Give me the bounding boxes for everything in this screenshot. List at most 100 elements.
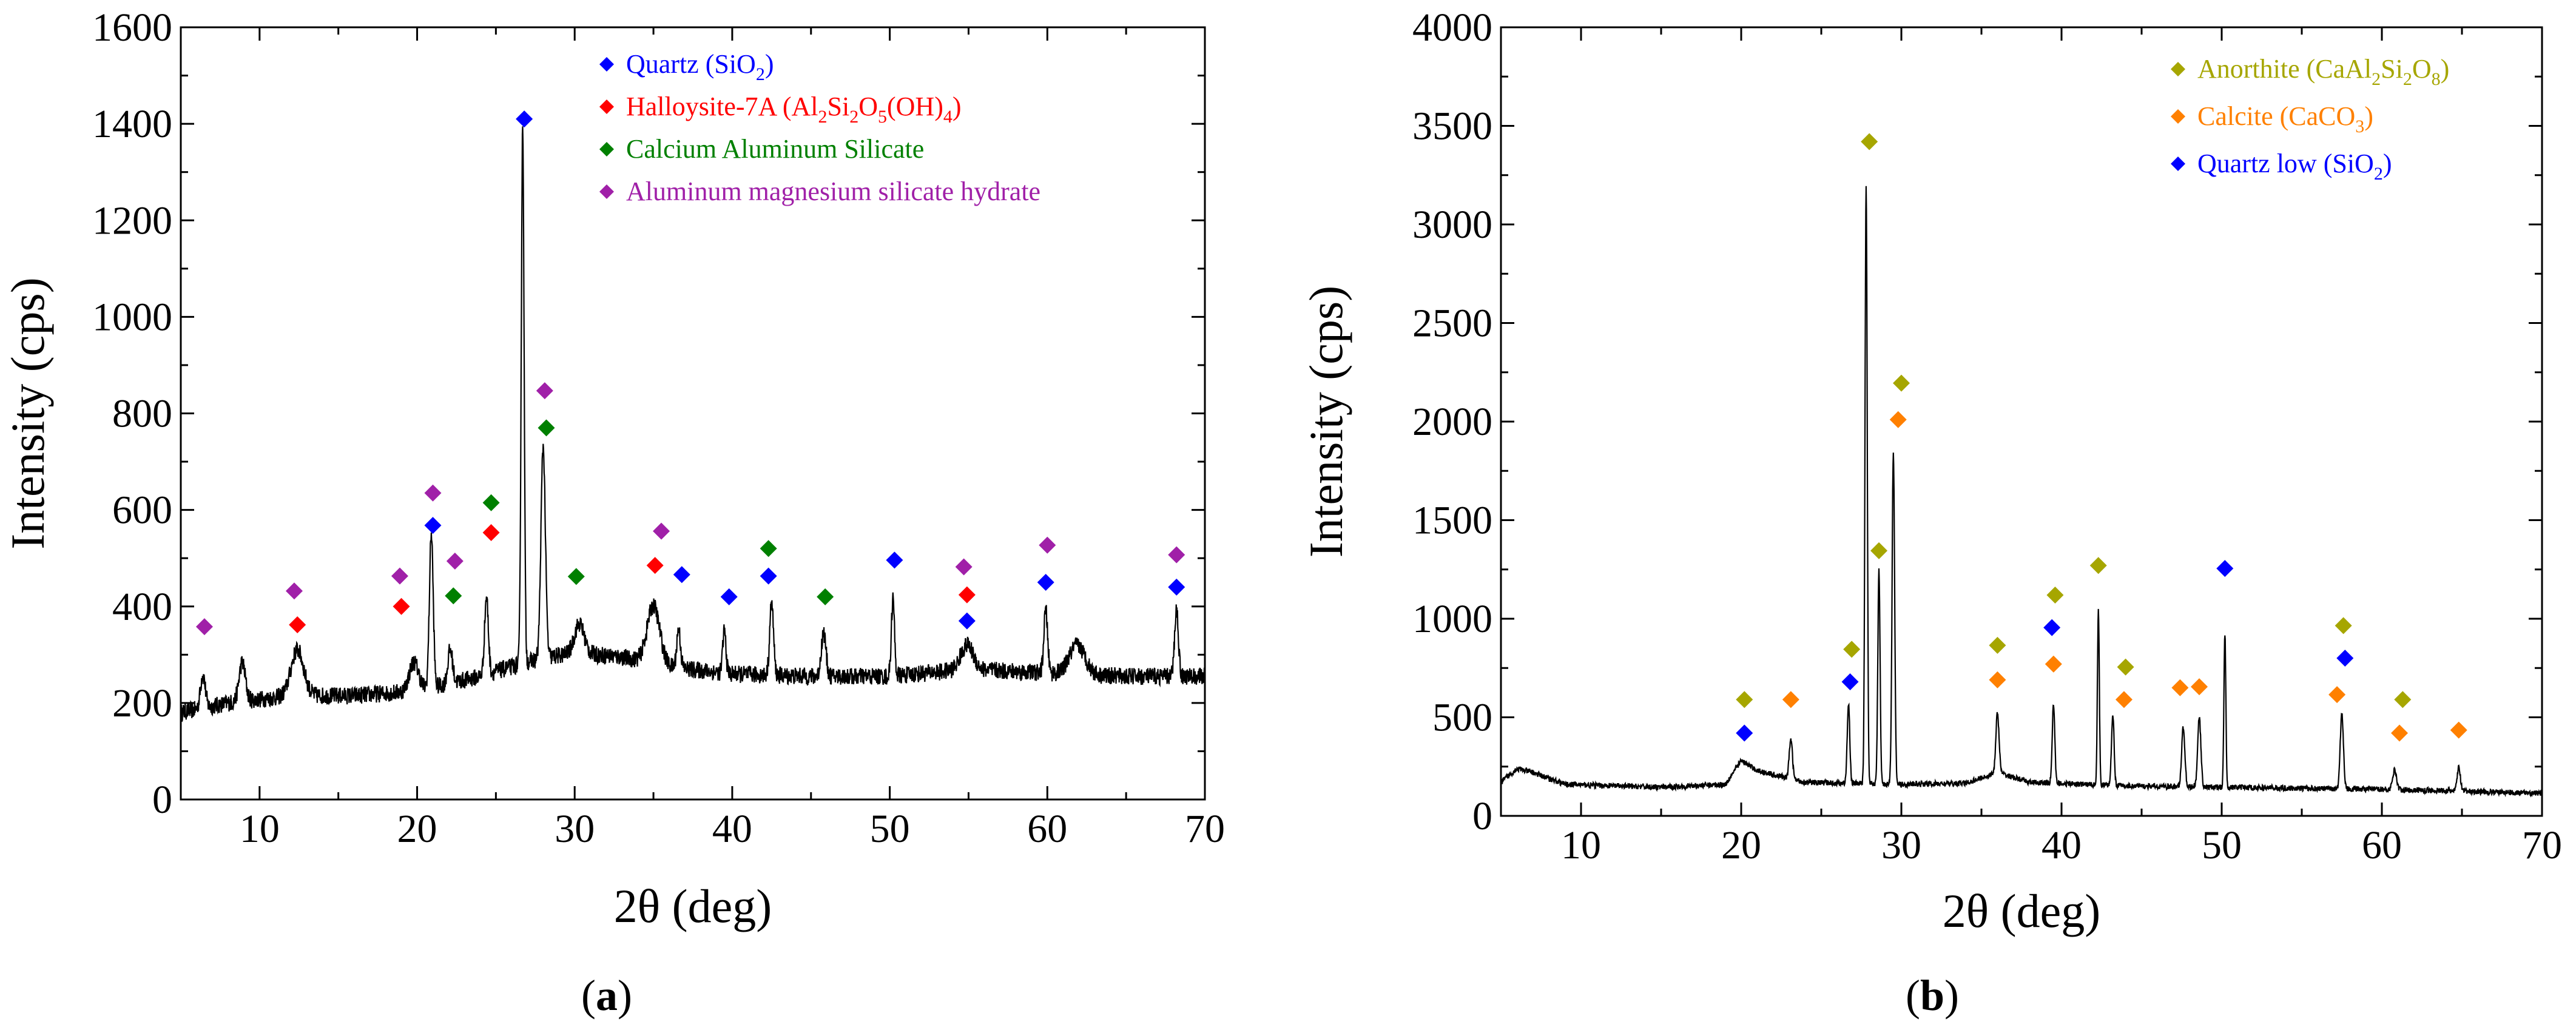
y-tick-label: 0	[152, 778, 172, 822]
legend-text-part: O	[858, 92, 878, 121]
y-axis-title: Intensity (cps)	[1, 277, 54, 549]
caption-paren: )	[1944, 971, 1959, 1020]
legend-subscript: 2	[849, 107, 858, 127]
x-tick-label: 70	[1185, 807, 1225, 851]
legend-marker	[599, 57, 614, 72]
legend-text-part: )	[765, 49, 774, 79]
phase-marker-aluminum-magnesium-silicate-hydrate	[446, 552, 464, 570]
x-tick-label: 60	[2362, 823, 2402, 867]
phase-marker-calcium-aluminum-silicate	[760, 540, 777, 557]
legend-marker	[2171, 62, 2185, 76]
caption-paren: )	[618, 971, 632, 1020]
phase-marker-calcite	[2115, 691, 2133, 709]
x-tick-label: 40	[2042, 823, 2082, 867]
panel-caption: (a)	[581, 971, 632, 1020]
phase-marker-calcite	[2191, 678, 2208, 696]
y-tick-label: 2500	[1412, 301, 1492, 346]
phase-marker-aluminum-magnesium-silicate-hydrate	[536, 382, 553, 400]
y-tick-label: 1400	[92, 102, 172, 146]
legend-entry: Anorthite (CaAl2Si2O8)	[2197, 54, 2449, 89]
x-tick-label: 10	[240, 807, 280, 851]
phase-marker-quartz	[760, 567, 777, 585]
legend-marker	[599, 99, 614, 114]
phase-marker-aluminum-magnesium-silicate-hydrate	[195, 618, 213, 636]
phase-marker-calcite	[1782, 691, 1799, 709]
x-tick-label: 20	[397, 807, 437, 851]
phase-marker-quartz	[886, 551, 903, 569]
y-tick-label: 600	[112, 488, 172, 533]
legend-subscript: 5	[878, 107, 887, 127]
phase-marker-aluminum-magnesium-silicate-hydrate	[653, 522, 670, 540]
legend-marker	[599, 142, 614, 157]
x-axis-title: 2θ (deg)	[614, 880, 772, 932]
caption-paren: (	[1906, 971, 1920, 1020]
diffraction-trace	[180, 126, 1205, 722]
legend-subscript: 2	[818, 107, 828, 127]
phase-marker-anorthite	[2046, 587, 2064, 604]
chart-panel-a: 10 20 30 40 50 60 70 0 200 400 600 800 1000 1200 1400 1…	[1, 5, 1225, 1020]
y-tick-label: 400	[112, 585, 172, 629]
phase-marker-calcium-aluminum-silicate	[482, 494, 500, 511]
legend-text-part: Halloysite-7A (Al	[626, 92, 818, 121]
phase-marker-anorthite	[1893, 374, 1910, 392]
phase-marker-anorthite	[2117, 658, 2134, 676]
panel-caption: (b)	[1906, 971, 1959, 1020]
chart-panel-b: 10 20 30 40 50 60 70 0 500 1000 1500 2000 2500 3000 35…	[1300, 5, 2562, 1020]
phase-marker-calcite	[1889, 411, 1907, 428]
y-tick-label: 2000	[1412, 400, 1492, 444]
caption-letter: b	[1920, 971, 1944, 1020]
x-tick-label: 30	[1881, 823, 1921, 867]
y-tick-label: 4000	[1412, 5, 1492, 50]
legend-text-part: Calcite (CaCO	[2197, 101, 2355, 131]
phase-marker-quartz-low	[1736, 724, 1753, 742]
legend-text-part: Anorthite (CaAl	[2197, 54, 2372, 84]
phase-marker-quartz	[1168, 578, 1185, 596]
legend-subscript: 4	[943, 107, 953, 127]
y-tick-label: 800	[112, 392, 172, 436]
phase-marker-anorthite	[1861, 133, 1878, 150]
legend-text-part: Si	[828, 92, 850, 121]
legend-subscript: 2	[2403, 69, 2412, 89]
y-tick-label: 0	[1472, 794, 1492, 838]
legend-entry: Calcite (CaCO3)	[2197, 101, 2373, 136]
legend-entry: Halloysite-7A (Al2Si2O5(OH)4)	[626, 92, 962, 127]
phase-marker-calcium-aluminum-silicate	[817, 588, 834, 605]
phase-marker-quartz-low	[2216, 560, 2234, 577]
legend-text-part: Calcium Aluminum Silicate	[626, 134, 924, 164]
phase-marker-halloysite-7a	[646, 557, 664, 574]
y-tick-label: 1000	[1412, 597, 1492, 641]
x-tick-label: 60	[1027, 807, 1067, 851]
phase-marker-calcite	[2450, 721, 2467, 739]
phase-marker-calcium-aluminum-silicate	[445, 587, 462, 605]
legend-text-part: Aluminum magnesium silicate hydrate	[626, 177, 1040, 206]
legend-marker	[599, 184, 614, 199]
x-axis-title: 2θ (deg)	[1943, 884, 2100, 937]
y-tick-label: 1000	[92, 295, 172, 339]
phase-marker-aluminum-magnesium-silicate-hydrate	[1168, 546, 1185, 564]
legend-entry: Quartz low (SiO2)	[2197, 149, 2392, 184]
y-tick-label: 3000	[1412, 203, 1492, 247]
legend-entry: Quartz (SiO2)	[626, 49, 774, 84]
phase-marker-halloysite-7a	[289, 616, 306, 633]
legend-text-part: (OH)	[887, 92, 943, 121]
caption-paren: (	[581, 971, 596, 1020]
phase-marker-aluminum-magnesium-silicate-hydrate	[1039, 536, 1056, 554]
legend-text-part: Quartz low (SiO	[2197, 149, 2374, 178]
phase-marker-aluminum-magnesium-silicate-hydrate	[424, 484, 442, 502]
phase-marker-calcite	[2045, 655, 2062, 673]
phase-marker-calcite	[2171, 679, 2189, 696]
legend-subscript: 3	[2355, 116, 2364, 136]
legend-entry: Aluminum magnesium silicate hydrate	[626, 177, 1040, 206]
legend-marker	[2171, 109, 2185, 124]
phase-marker-halloysite-7a	[958, 586, 976, 604]
diffraction-trace	[1500, 186, 2543, 798]
legend-text-part: Quartz (SiO	[626, 49, 756, 79]
y-tick-label: 1600	[92, 5, 172, 50]
phase-marker-quartz-low	[2336, 650, 2354, 667]
caption-letter: a	[596, 971, 618, 1020]
legend-text-part: )	[2441, 54, 2450, 84]
phase-marker-aluminum-magnesium-silicate-hydrate	[285, 582, 303, 600]
x-tick-label: 50	[870, 807, 910, 851]
legend-text-part: )	[2383, 149, 2392, 178]
